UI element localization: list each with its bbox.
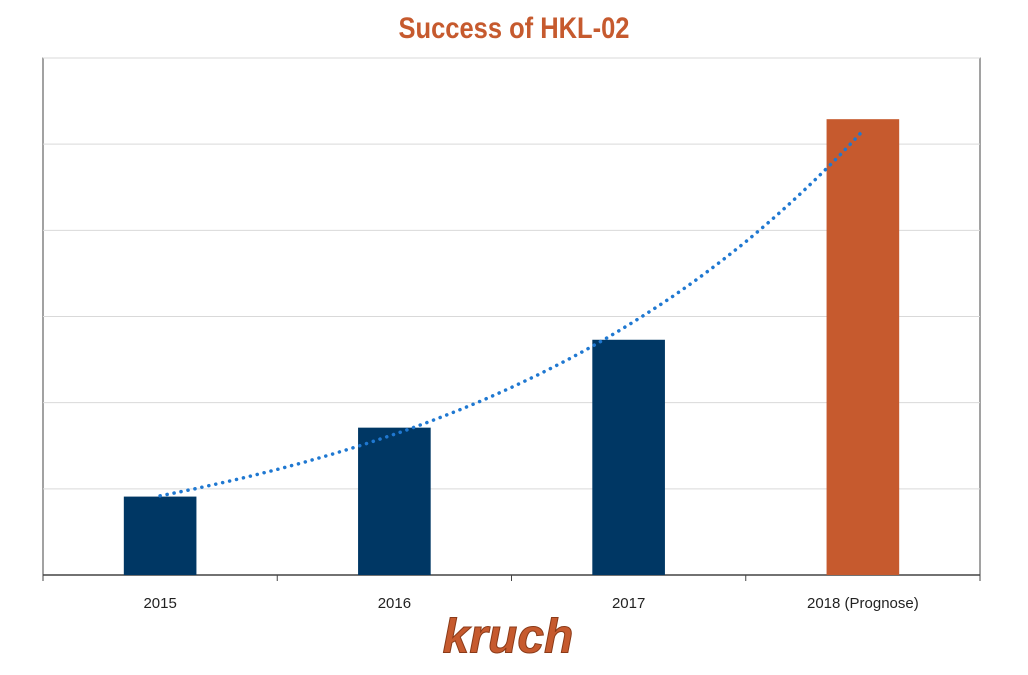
x-tick-label: 2018 (Prognose)	[807, 595, 919, 612]
x-tick-label: 2017	[612, 595, 645, 612]
x-tick-label: 2015	[143, 595, 176, 612]
trendline	[158, 128, 865, 498]
bar	[826, 119, 900, 575]
x-tick-label: 2016	[378, 595, 411, 612]
bar	[592, 339, 665, 575]
logo: kruch	[443, 611, 574, 664]
bar	[123, 496, 197, 575]
bar	[358, 427, 431, 575]
chart-title: Success of HKL-02	[399, 11, 630, 44]
